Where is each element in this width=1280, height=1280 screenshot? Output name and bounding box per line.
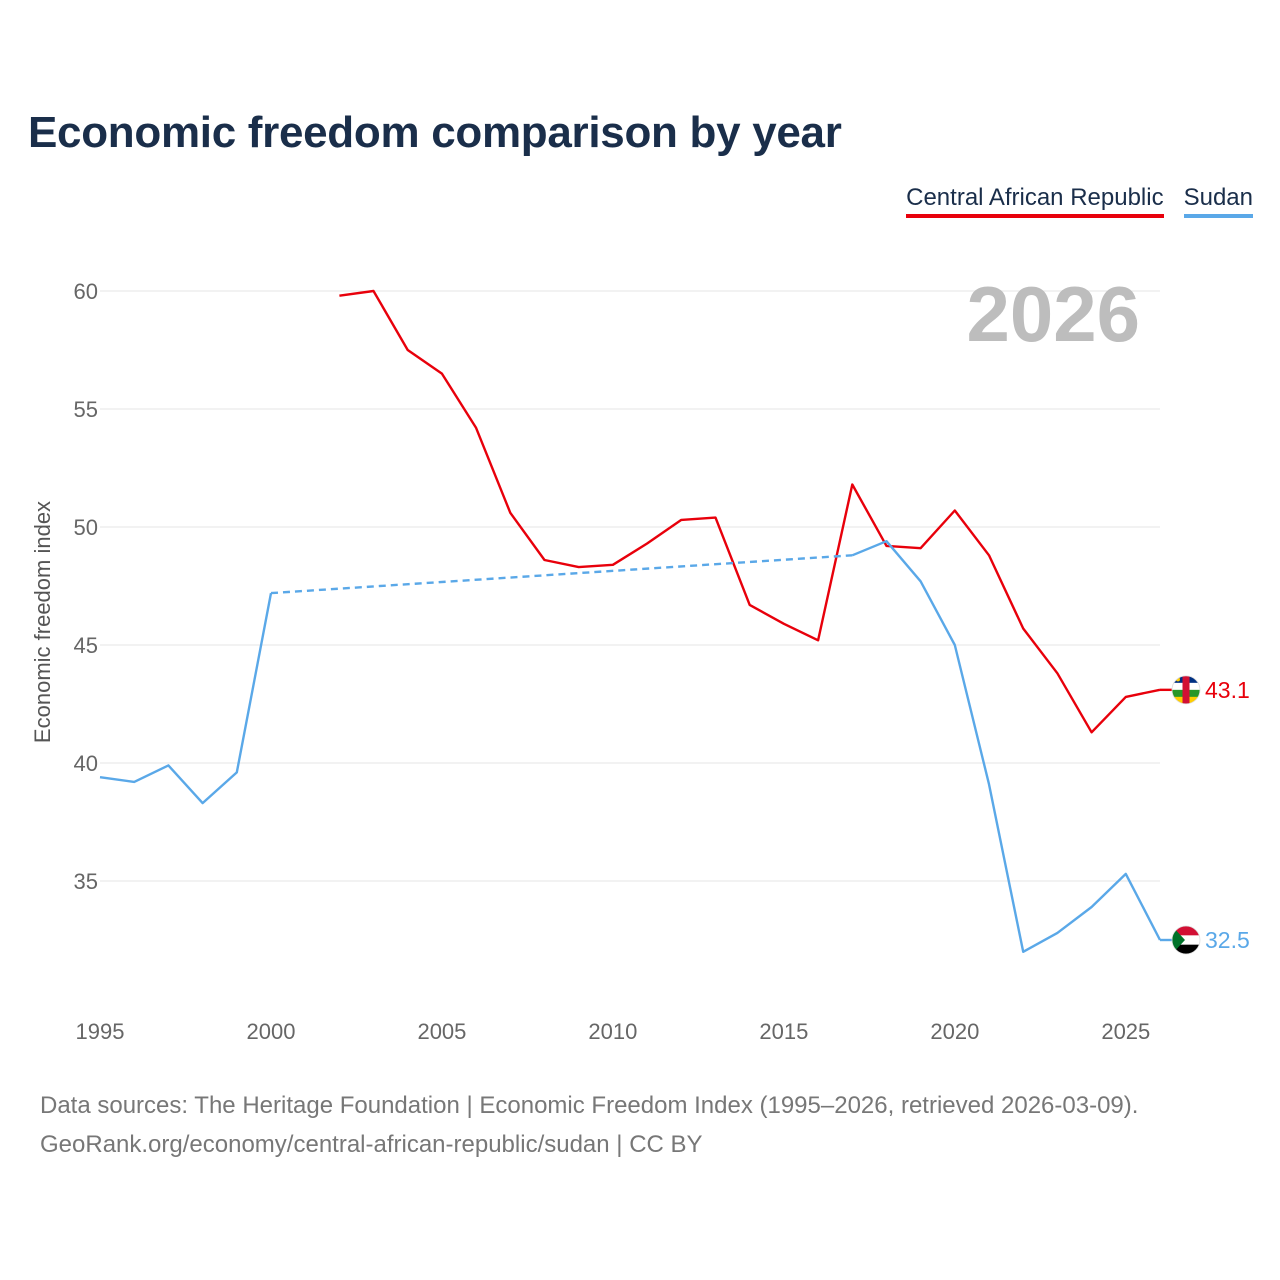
y-tick-label: 45 — [74, 633, 98, 658]
sudan-end-value: 32.5 — [1205, 927, 1250, 953]
chart-title: Economic freedom comparison by year — [28, 108, 842, 157]
line-chart: 35 40 45 50 55 60 1995 2000 2005 2010 2015 2020 202… — [30, 270, 1250, 1044]
central-african-republic-end-value: 43.1 — [1205, 677, 1250, 703]
y-tick-label: 60 — [74, 279, 98, 304]
current-year-label: 2026 — [966, 270, 1140, 358]
x-tick-label: 2005 — [417, 1019, 466, 1044]
central-african-republic-flag-icon — [1171, 675, 1201, 705]
x-tick-label: 2015 — [759, 1019, 808, 1044]
x-tick-label: 2010 — [588, 1019, 637, 1044]
legend-item-central-african-republic[interactable]: Central African Republic — [906, 184, 1164, 218]
y-tick-label: 40 — [74, 751, 98, 776]
y-tick-label: 55 — [74, 397, 98, 422]
x-tick-label: 2000 — [246, 1019, 295, 1044]
y-tick-label: 35 — [74, 869, 98, 894]
footer: Data sources: The Heritage Foundation | … — [40, 1086, 1138, 1164]
sudan-flag-icon — [1171, 925, 1201, 955]
sudan-line-a[interactable] — [99, 592, 273, 805]
footer-attribution[interactable]: GeoRank.org/economy/central-african-repu… — [40, 1131, 703, 1158]
y-axis-ticks: 35 40 45 50 55 60 — [74, 279, 98, 894]
x-tick-label: 1995 — [76, 1019, 125, 1044]
legend: Central African Republic Sudan — [906, 184, 1253, 218]
series-end-labels: 43.1 32.5 — [1160, 675, 1250, 955]
sudan-line-b[interactable] — [851, 540, 1162, 953]
y-tick-label: 50 — [74, 515, 98, 540]
x-axis-ticks: 1995 2000 2005 2010 2015 2020 2025 — [76, 1019, 1151, 1044]
central-african-republic-line[interactable] — [339, 289, 1161, 734]
series-lines — [99, 289, 1162, 953]
y-axis-label: Economic freedom index — [30, 501, 55, 743]
footer-sources: Data sources: The Heritage Foundation | … — [40, 1092, 1139, 1119]
gridlines — [100, 290, 1160, 882]
x-tick-label: 2025 — [1101, 1019, 1150, 1044]
sudan-line-gap — [270, 554, 853, 595]
x-tick-label: 2020 — [930, 1019, 979, 1044]
legend-item-sudan[interactable]: Sudan — [1183, 184, 1253, 218]
